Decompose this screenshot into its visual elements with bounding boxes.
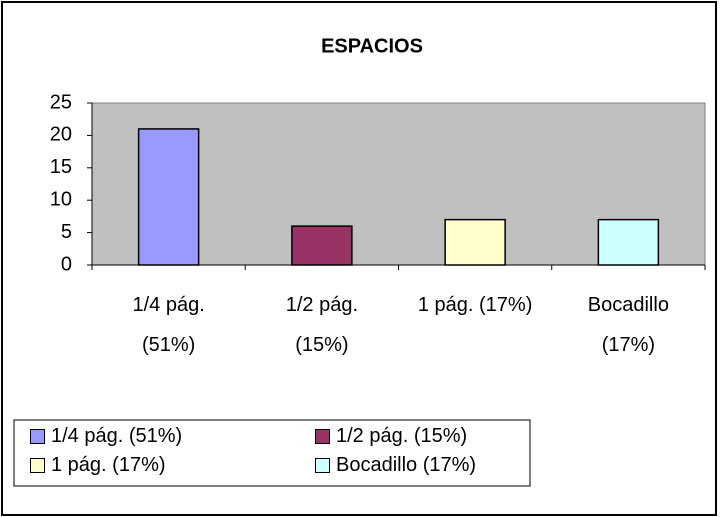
- legend-box: [13, 419, 531, 487]
- bar: [597, 218, 660, 266]
- x-tick-label: 1 pág. (17%): [417, 294, 533, 316]
- y-tick-label: 15: [50, 156, 72, 178]
- legend-label: 1/4 pág. (51%): [51, 425, 183, 447]
- legend-item: Bocadillo (17%): [315, 454, 476, 477]
- legend-swatch: [30, 429, 45, 444]
- y-tick-label: 5: [61, 221, 72, 243]
- bar: [444, 218, 506, 266]
- y-tick-label: 20: [50, 124, 72, 146]
- x-tick-label: 1/2 pág. (15%): [285, 294, 359, 356]
- y-tick-label: 25: [50, 91, 72, 113]
- legend-label: 1 pág. (17%): [51, 454, 166, 476]
- bar: [137, 128, 200, 266]
- legend-item: 1 pág. (17%): [30, 454, 166, 477]
- chart-title: ESPACIOS: [321, 35, 423, 57]
- legend-label: Bocadillo (17%): [336, 454, 477, 476]
- x-tick-label: Bocadillo (17%): [587, 294, 669, 356]
- legend-item: 1/2 pág. (15%): [315, 425, 467, 448]
- legend-swatch: [30, 458, 45, 473]
- legend-label: 1/2 pág. (15%): [336, 425, 468, 447]
- x-tick-label: 1/4 pág. (51%): [132, 294, 205, 356]
- legend-swatch: [315, 458, 330, 473]
- y-tick-label: 0: [61, 253, 72, 275]
- bar: [291, 225, 353, 266]
- legend-swatch: [315, 429, 330, 444]
- y-tick-label: 10: [50, 188, 72, 210]
- legend-item: 1/4 pág. (51%): [30, 425, 182, 448]
